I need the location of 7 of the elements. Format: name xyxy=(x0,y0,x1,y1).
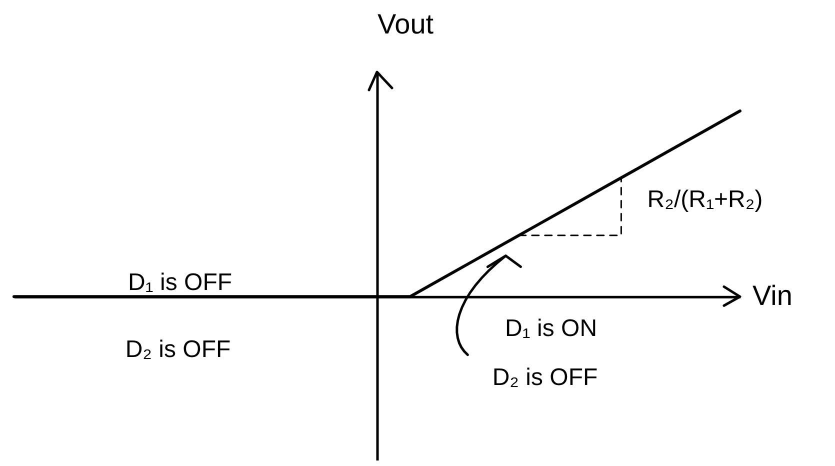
text: D₁ is ON xyxy=(504,315,598,342)
y-axis-title: Vout xyxy=(378,8,434,40)
annotation: R₂/(R₁+R₂) xyxy=(647,186,763,213)
text: D₂ is OFF xyxy=(492,364,598,391)
annotation: D₁ is OFF xyxy=(128,269,232,296)
text: D₂ is OFF xyxy=(125,336,231,363)
x-axis-title: Vin xyxy=(752,280,792,312)
